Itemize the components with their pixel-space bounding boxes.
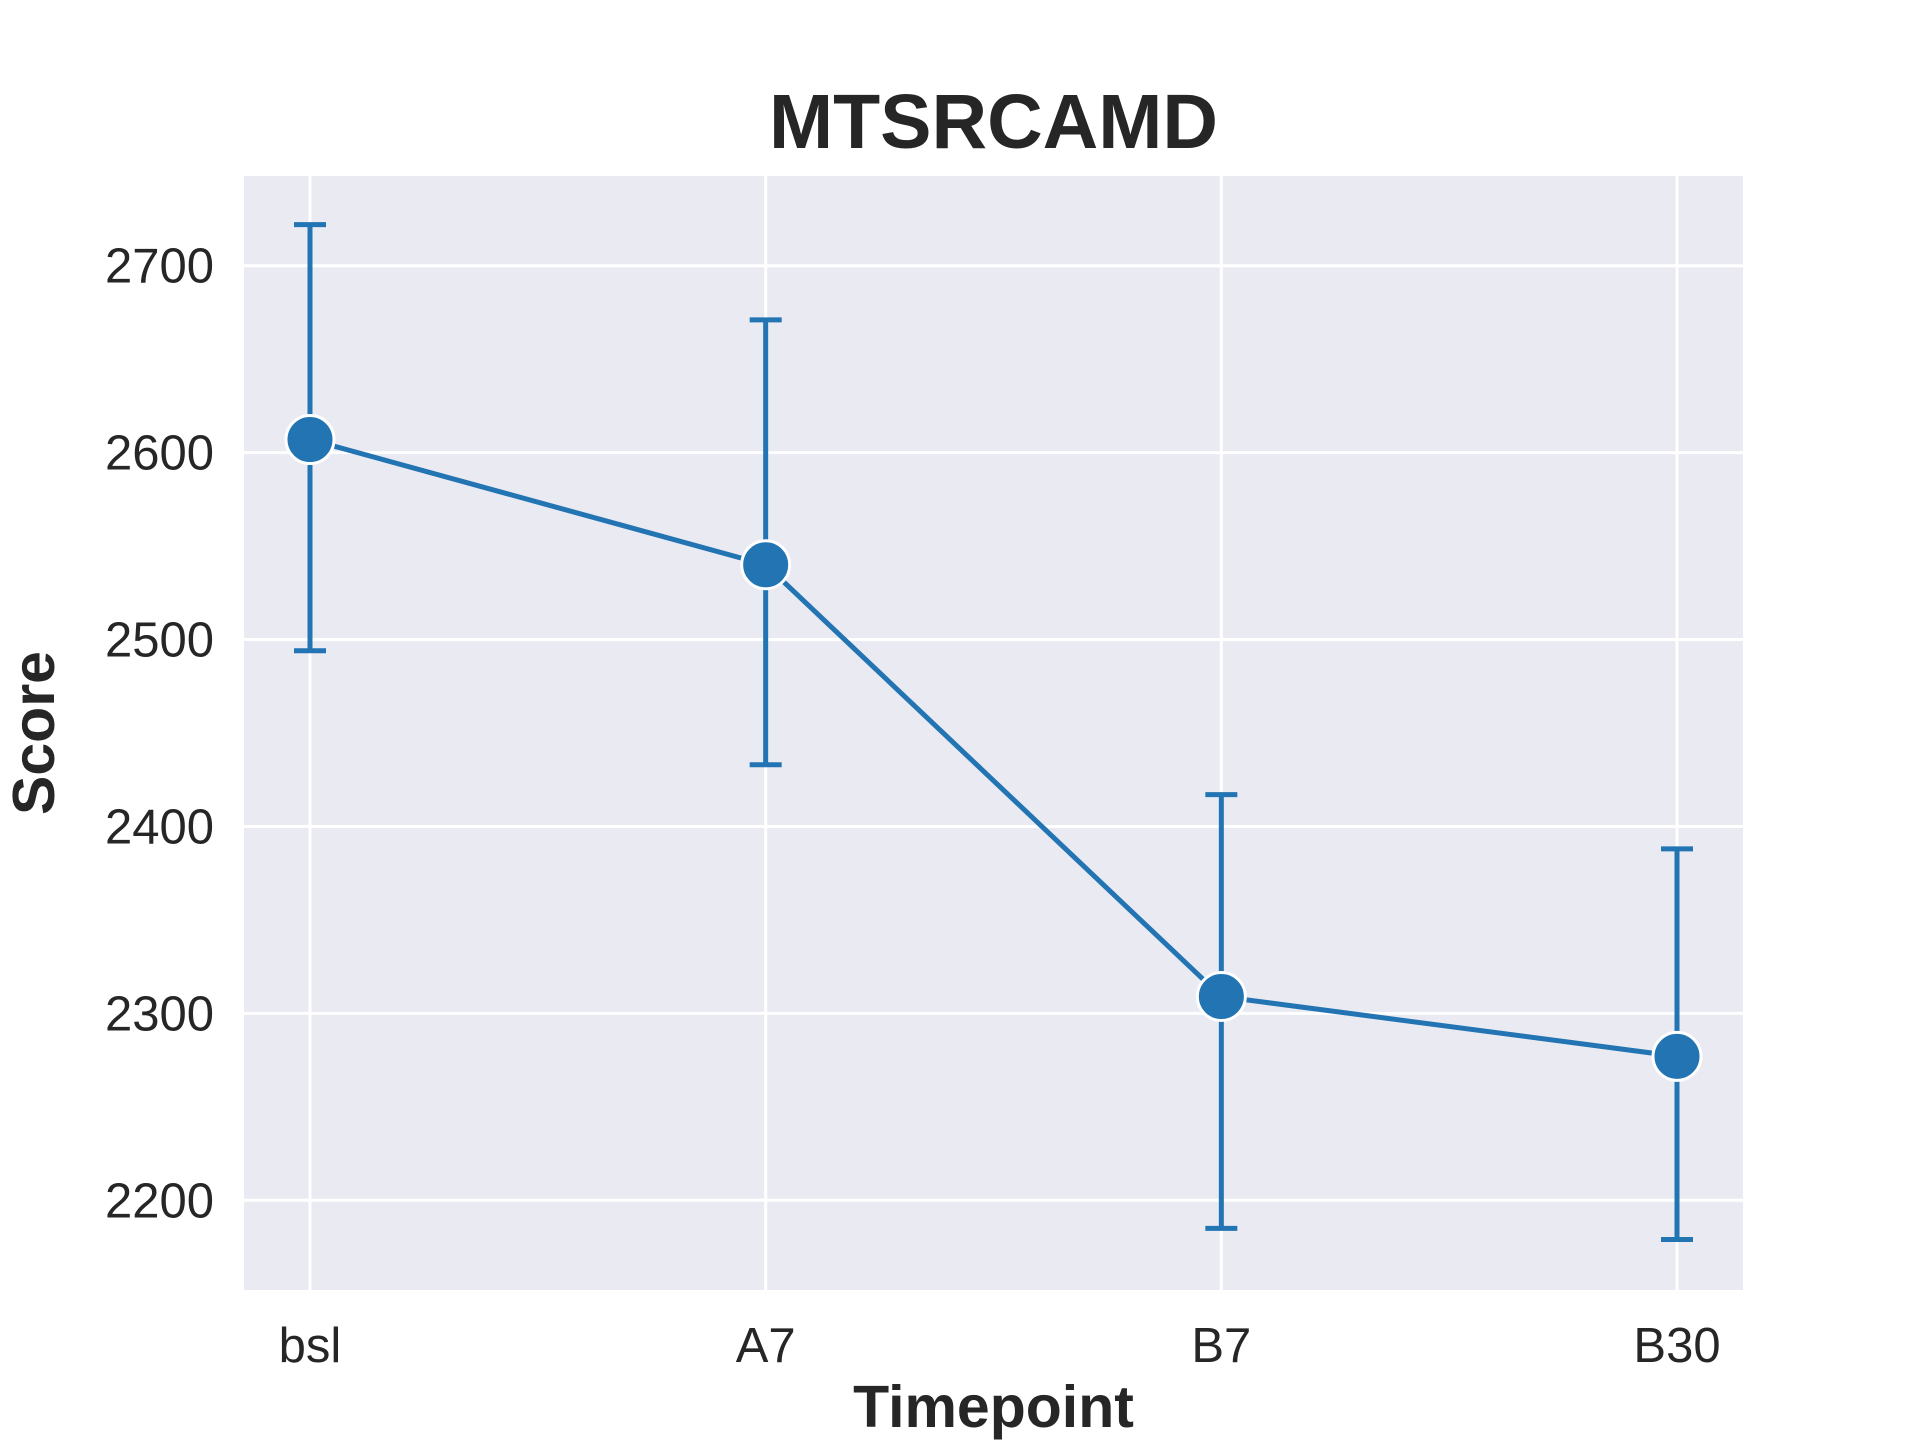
y-tick-label: 2300: [105, 987, 214, 1041]
y-tick-label: 2700: [105, 240, 214, 294]
y-tick-label: 2200: [105, 1174, 214, 1228]
data-point: [1195, 971, 1247, 1023]
data-point: [1651, 1030, 1703, 1082]
plot-area: [244, 176, 1743, 1290]
y-tick-label: 2400: [105, 800, 214, 854]
series-line: [309, 437, 1678, 1059]
y-tick-label: 2500: [105, 614, 214, 668]
data-point: [740, 539, 792, 591]
data-point: [284, 414, 336, 466]
x-tick-label: bsl: [279, 1319, 342, 1373]
y-tick-label: 2600: [105, 427, 214, 481]
tick-labels: 2200 2300 2400 2500 2600 2700 bsl A7 B7 B30: [105, 240, 1721, 1373]
series-score: [284, 222, 1703, 1243]
x-tick-label: B7: [1191, 1319, 1251, 1373]
y-axis-label: Score: [1, 651, 67, 815]
chart-title: MTSRCAMD: [769, 79, 1218, 165]
x-tick-label: B30: [1633, 1319, 1720, 1373]
x-tick-label: A7: [736, 1319, 796, 1373]
x-axis-label: Timepoint: [853, 1374, 1134, 1440]
